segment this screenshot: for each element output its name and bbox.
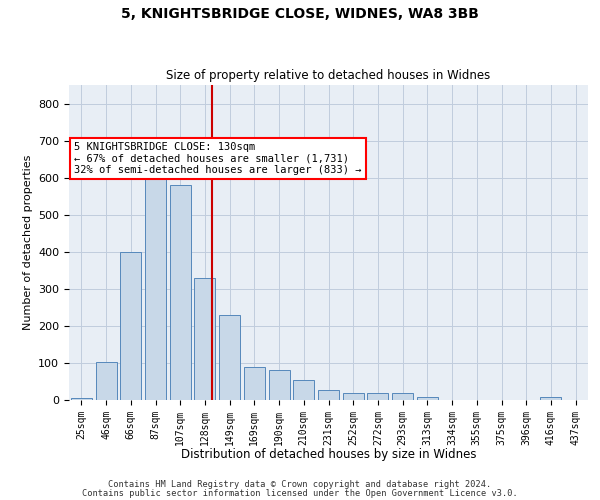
Bar [293,380,314,400]
Bar [343,392,364,400]
Bar [269,370,290,400]
Bar [71,398,92,400]
Bar [367,392,388,400]
Y-axis label: Number of detached properties: Number of detached properties [23,155,32,330]
Bar [145,174,166,400]
Bar [541,397,562,400]
Bar [417,397,438,400]
Bar [194,278,215,400]
Title: Size of property relative to detached houses in Widnes: Size of property relative to detached ho… [166,70,491,82]
Bar [392,392,413,400]
Text: Contains public sector information licensed under the Open Government Licence v3: Contains public sector information licen… [82,488,518,498]
Bar [95,362,116,400]
Bar [120,252,141,400]
X-axis label: Distribution of detached houses by size in Widnes: Distribution of detached houses by size … [181,448,476,461]
Bar [318,390,339,400]
Bar [170,185,191,400]
Text: 5, KNIGHTSBRIDGE CLOSE, WIDNES, WA8 3BB: 5, KNIGHTSBRIDGE CLOSE, WIDNES, WA8 3BB [121,8,479,22]
Bar [219,315,240,400]
Text: Contains HM Land Registry data © Crown copyright and database right 2024.: Contains HM Land Registry data © Crown c… [109,480,491,489]
Text: 5 KNIGHTSBRIDGE CLOSE: 130sqm
← 67% of detached houses are smaller (1,731)
32% o: 5 KNIGHTSBRIDGE CLOSE: 130sqm ← 67% of d… [74,142,362,175]
Bar [244,366,265,400]
